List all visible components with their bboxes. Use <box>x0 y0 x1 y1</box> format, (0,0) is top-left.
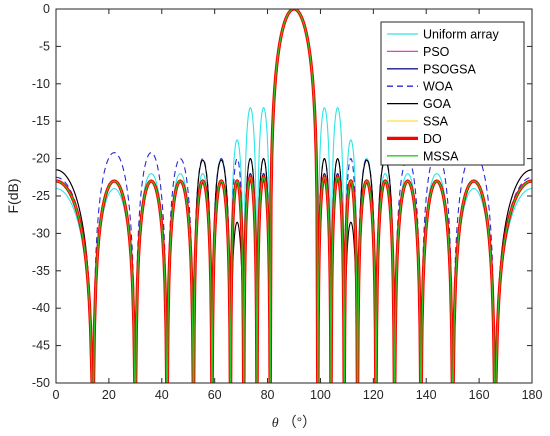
legend-label: WOA <box>423 80 454 94</box>
y-tick-label: -20 <box>32 152 50 166</box>
y-tick-label: -45 <box>32 339 50 353</box>
y-tick-label: -10 <box>32 77 50 91</box>
y-tick-label: -30 <box>32 226 50 240</box>
y-tick-label: -5 <box>39 39 50 53</box>
legend-label: SSA <box>423 115 449 129</box>
legend-label: PSO <box>423 45 450 59</box>
x-axis-unit: （°） <box>283 414 317 430</box>
series-line-uniform-array <box>56 9 532 383</box>
x-tick-label: 20 <box>102 388 116 402</box>
legend-box <box>380 21 525 166</box>
x-tick-label: 80 <box>261 388 275 402</box>
legend-label: Uniform array <box>423 28 499 42</box>
legend-label: MSSA <box>423 149 459 163</box>
x-tick-label: 160 <box>469 388 490 402</box>
x-tick-label: 120 <box>363 388 384 402</box>
y-axis-title: F(dB) <box>5 179 21 214</box>
y-tick-label: -35 <box>32 264 50 278</box>
series-line-mssa <box>56 9 532 383</box>
x-tick-label: 100 <box>310 388 331 402</box>
x-tick-label: 140 <box>416 388 437 402</box>
y-tick-label: -15 <box>32 114 50 128</box>
x-tick-label: 40 <box>155 388 169 402</box>
legend-label: DO <box>423 132 442 146</box>
series-layer <box>56 9 532 383</box>
ticks-layer: 0 20 40 60 80 100 120 140 160 180 0 -5 -10 -15 -20 -25 -… <box>32 2 543 402</box>
y-tick-label: -50 <box>32 376 50 390</box>
x-tick-label: 0 <box>53 388 60 402</box>
legend-label: PSOGSA <box>423 62 476 76</box>
y-tick-label: -25 <box>32 189 50 203</box>
legend-label: GOA <box>423 97 451 111</box>
y-tick-label: -40 <box>32 301 50 315</box>
x-axis-symbol: θ <box>272 416 279 431</box>
x-tick-label: 60 <box>208 388 222 402</box>
x-tick-label: 180 <box>522 388 543 402</box>
legend: Uniform array PSO PSOGSA WOA GOA SSA DO MSSA <box>380 21 525 166</box>
y-tick-label: 0 <box>43 2 50 16</box>
x-axis-title: θ （°） <box>272 414 316 431</box>
